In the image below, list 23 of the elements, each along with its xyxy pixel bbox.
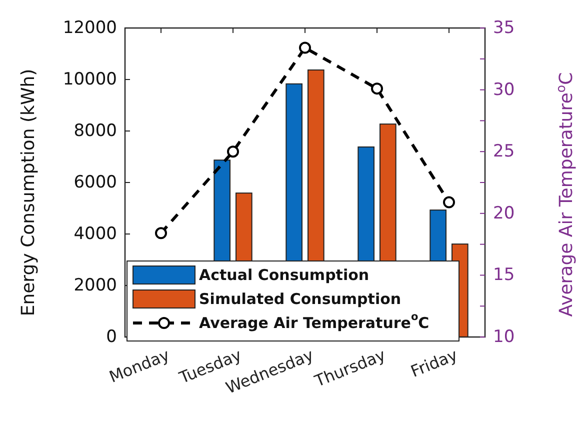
point <box>299 42 311 54</box>
y-tick-label: 4000 <box>74 224 117 244</box>
y2-tick-label: 25 <box>493 142 515 162</box>
y2-tick-label: 15 <box>493 265 515 286</box>
legend-label: Average Air Temperature$^{o}$C <box>199 311 430 332</box>
y-tick-label: 8000 <box>74 121 117 141</box>
y-tick-label: 12000 <box>62 18 117 38</box>
y2-tick-label: 20 <box>493 203 515 224</box>
x-tick-label: Friday <box>408 345 460 381</box>
legend-label: Actual Consumption <box>199 266 370 284</box>
point <box>155 227 167 240</box>
point <box>443 196 455 208</box>
y-axis-title: Energy Consumption (kWh) <box>18 68 39 316</box>
point <box>227 146 239 158</box>
y2-tick-label: 30 <box>493 80 515 100</box>
y-tick-label: 0 <box>106 327 117 347</box>
legend-label: Simulated Consumption <box>199 290 402 308</box>
y-tick-label: 6000 <box>74 172 117 192</box>
y-tick-label: 10000 <box>62 70 117 90</box>
y2-tick-label: 10 <box>493 327 515 347</box>
point <box>371 82 383 95</box>
y-tick-label: 2000 <box>74 276 117 296</box>
y2-tick-label: 35 <box>493 18 515 38</box>
